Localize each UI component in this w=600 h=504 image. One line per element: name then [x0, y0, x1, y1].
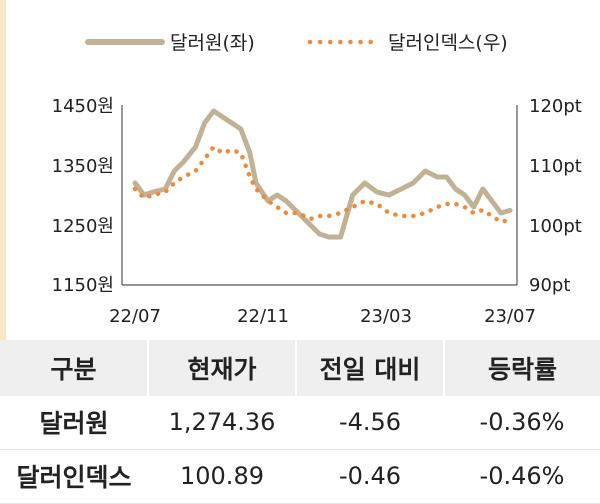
- x-tick: 23/03: [360, 306, 412, 327]
- row-change: -4.56: [296, 396, 444, 450]
- row-price: 1,274.36: [148, 396, 296, 450]
- x-tick: 22/11: [237, 306, 289, 327]
- y-left-tick: 1150원: [52, 275, 114, 296]
- y-left-tick: 1250원: [52, 216, 114, 237]
- col-header-price: 현재가: [148, 340, 297, 396]
- y-right-tick: 100pt: [529, 216, 582, 237]
- legend: 달러원(좌) 달러인덱스(우): [85, 32, 508, 54]
- series-layer: [132, 108, 513, 240]
- row-price: 100.89: [148, 449, 296, 504]
- y-left-tick: 1450원: [52, 96, 114, 117]
- table-row: 달러원 1,274.36 -4.56 -0.36%: [0, 396, 600, 450]
- series-line-usdkrw: [132, 108, 513, 240]
- table-row: 달러인덱스 100.89 -0.46 -0.46%: [0, 449, 600, 504]
- table-header-row: 구분 현재가 전일 대비 등락률: [0, 340, 600, 396]
- col-header-category: 구분: [0, 340, 149, 396]
- row-change: -0.46: [296, 449, 444, 504]
- row-rate: -0.36%: [444, 396, 600, 450]
- x-tick: 22/07: [109, 306, 161, 327]
- accent-bar: [0, 0, 6, 340]
- y-right-tick: 110pt: [529, 156, 582, 177]
- fx-chart: 달러원(좌) 달러인덱스(우) 1450원 1350원 1250원 1150원 …: [52, 32, 582, 327]
- row-name: 달러원: [0, 396, 148, 450]
- y-right-tick: 120pt: [529, 96, 582, 117]
- legend-label-dxy: 달러인덱스(우): [388, 32, 508, 54]
- x-tick: 23/07: [484, 306, 536, 327]
- series-line-dxy: [132, 144, 513, 225]
- stats-table: 구분 현재가 전일 대비 등락률 달러원 1,274.36 -4.56 -0.3…: [0, 340, 600, 504]
- col-header-rate: 등락률: [444, 340, 600, 396]
- legend-label-usdkrw: 달러원(좌): [170, 32, 255, 54]
- row-rate: -0.46%: [444, 449, 600, 504]
- row-name: 달러인덱스: [0, 449, 148, 504]
- col-header-change: 전일 대비: [296, 340, 445, 396]
- y-right-tick: 90pt: [529, 275, 570, 296]
- y-left-tick: 1350원: [52, 156, 114, 177]
